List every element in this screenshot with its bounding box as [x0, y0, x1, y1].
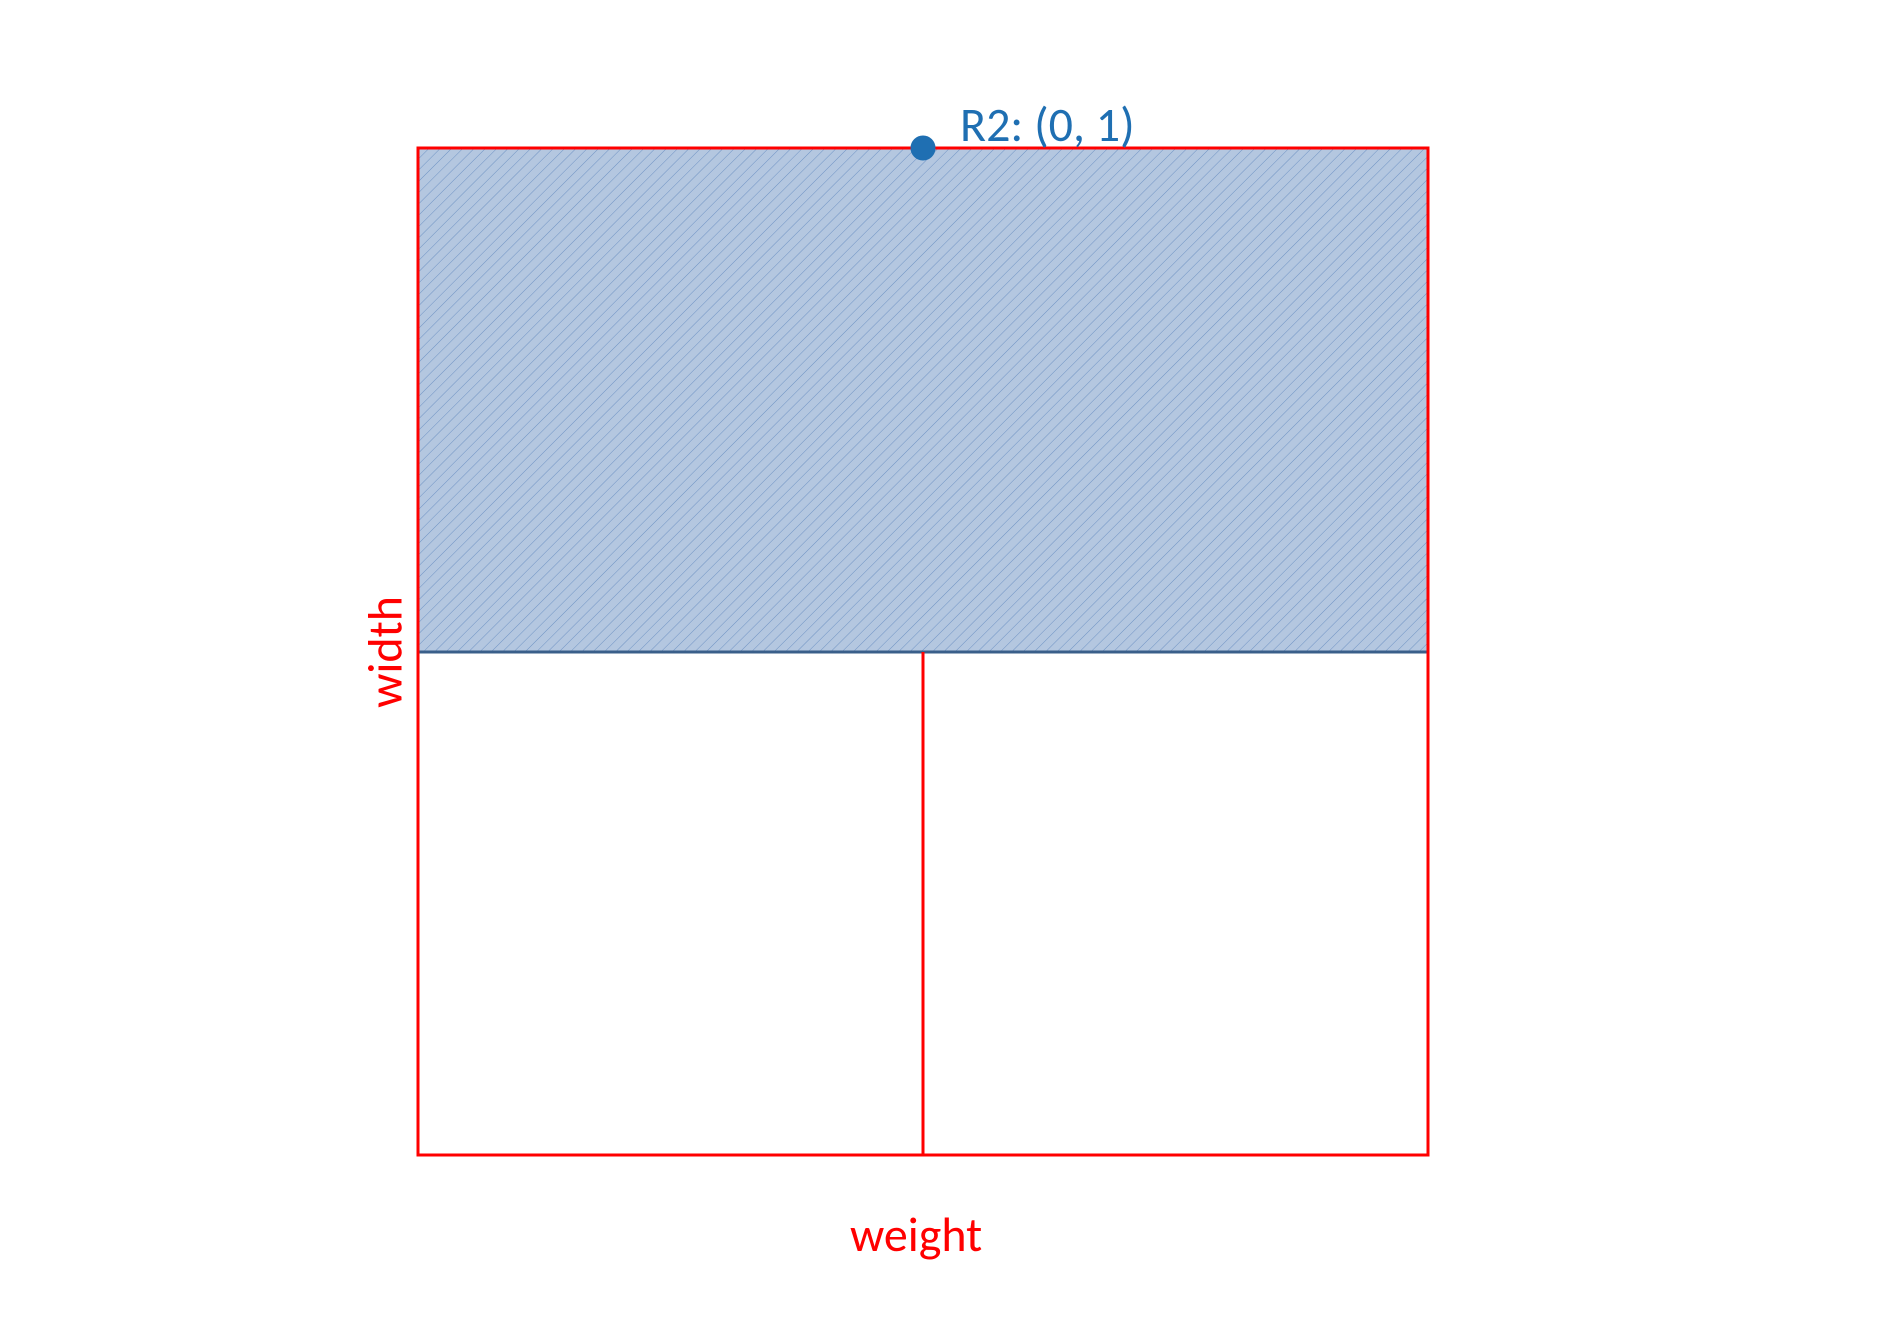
top-region [418, 148, 1428, 652]
point-label: R2: (0, 1) [960, 95, 1135, 154]
diagram-canvas: R2: (0, 1) width weight [0, 0, 1900, 1335]
point-r2 [911, 136, 935, 160]
weight-axis-label: weight [850, 1205, 982, 1264]
diagram-svg [0, 0, 1900, 1335]
width-axis-label: width [356, 596, 415, 708]
